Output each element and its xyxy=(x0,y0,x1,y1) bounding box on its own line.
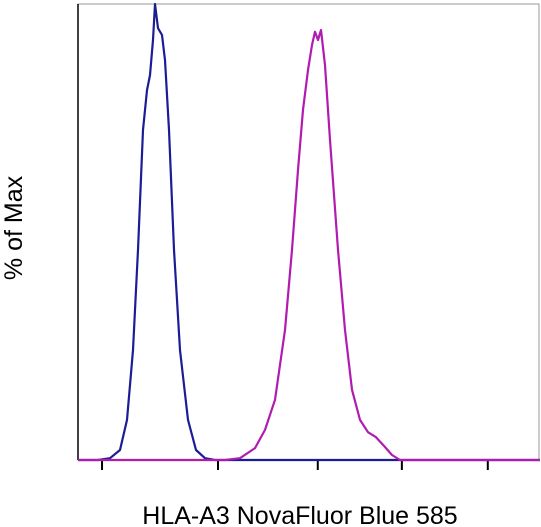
x-axis-label: HLA-A3 NovaFluor Blue 585 xyxy=(142,502,457,527)
histogram-line xyxy=(78,2,540,462)
histogram-line xyxy=(78,28,540,462)
y-axis-label: % of Max xyxy=(0,175,28,280)
